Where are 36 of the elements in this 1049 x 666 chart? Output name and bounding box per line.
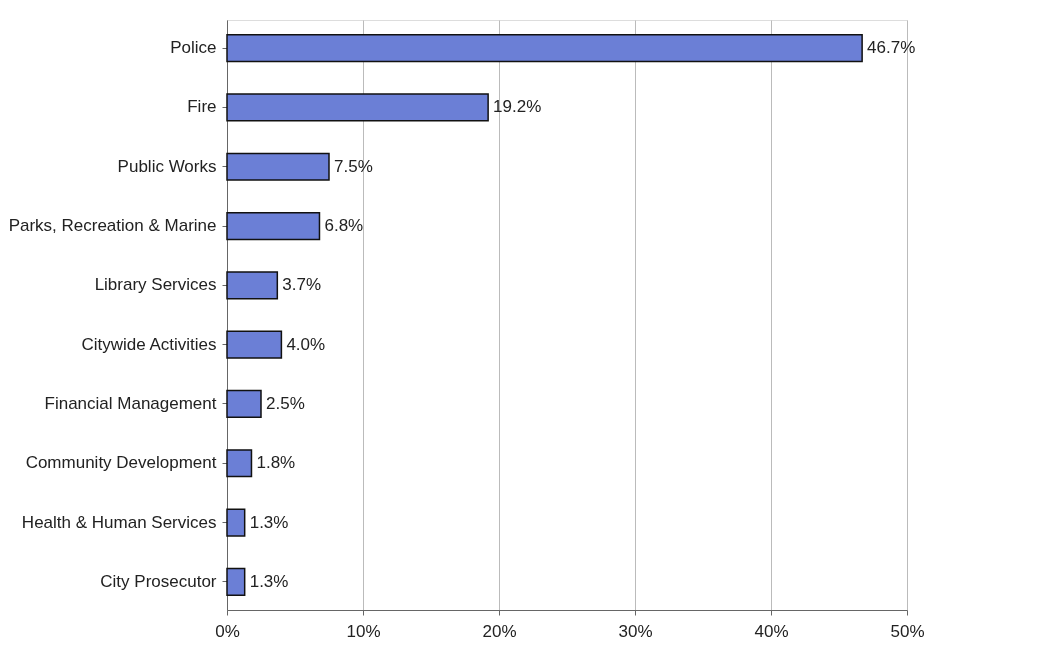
y-tick-label: Citywide Activities xyxy=(81,334,217,354)
data-label: 1.3% xyxy=(249,512,289,532)
y-tick-label: Financial Management xyxy=(44,393,217,413)
x-tick-label: 30% xyxy=(618,621,653,641)
bar xyxy=(226,34,863,63)
y-tick-label: Parks, Recreation & Marine xyxy=(8,216,217,236)
x-tick-label: 20% xyxy=(482,621,517,641)
y-tick-label: Police xyxy=(170,38,217,58)
bar xyxy=(226,449,253,478)
bar xyxy=(226,508,246,537)
bar xyxy=(226,152,330,181)
data-label: 6.8% xyxy=(324,216,364,236)
x-tick-label: 10% xyxy=(346,621,381,641)
bar xyxy=(226,271,279,300)
bar xyxy=(226,211,321,241)
data-label: 4.0% xyxy=(286,334,326,354)
bar xyxy=(226,389,262,419)
bar xyxy=(226,567,246,596)
y-tick-label: Public Works xyxy=(117,156,217,176)
x-tick-label: 0% xyxy=(215,621,240,641)
y-tick-label: Fire xyxy=(187,97,217,117)
data-label: 7.5% xyxy=(334,156,373,176)
data-label: 3.7% xyxy=(282,275,322,295)
data-label: 19.2% xyxy=(493,97,542,117)
data-label: 1.8% xyxy=(256,453,296,473)
data-label: 1.3% xyxy=(249,571,289,591)
y-tick-label: City Prosecutor xyxy=(100,571,217,591)
data-label: 2.5% xyxy=(266,393,305,413)
x-tick-label: 50% xyxy=(890,621,925,641)
y-tick-label: Library Services xyxy=(94,275,217,295)
data-label: 46.7% xyxy=(867,38,916,58)
x-tick-label: 40% xyxy=(754,621,789,641)
y-tick-label: Health & Human Services xyxy=(21,512,217,532)
bar xyxy=(226,93,489,122)
bar xyxy=(226,330,283,359)
y-tick-label: Community Development xyxy=(25,453,217,473)
